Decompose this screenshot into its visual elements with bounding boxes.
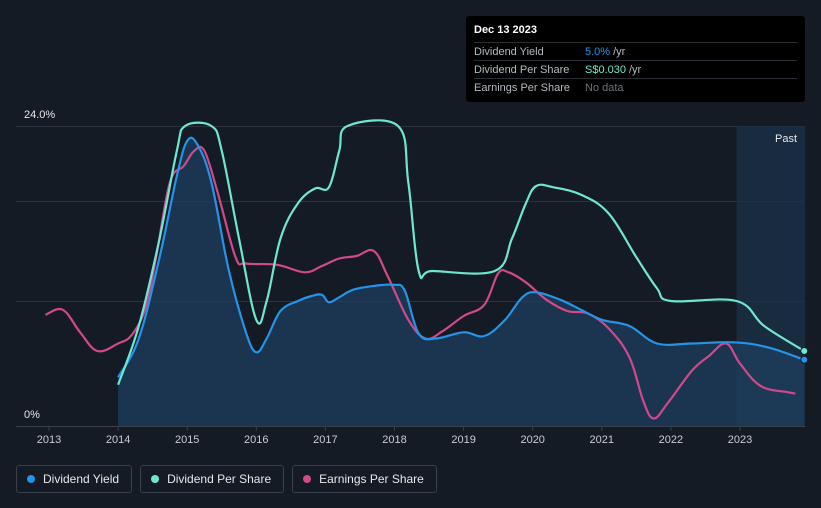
x-tick-label: 2020 — [520, 434, 544, 446]
x-tick-label: 2014 — [106, 434, 130, 446]
x-tick-label: 2015 — [175, 434, 199, 446]
x-tick-label: 2023 — [728, 434, 752, 446]
legend-earnings-per-share[interactable]: Earnings Per Share — [292, 465, 437, 493]
x-tick-label: 2013 — [37, 434, 61, 446]
tooltip: Dec 13 2023 Dividend Yield 5.0% /yr Divi… — [466, 16, 805, 102]
x-tick-label: 2021 — [590, 434, 614, 446]
legend-dot-icon — [151, 475, 160, 483]
x-tick-label: 2017 — [313, 434, 337, 446]
tooltip-value: S$0.030 — [585, 63, 626, 76]
y-tick-label-bottom: 0% — [24, 409, 40, 421]
legend: Dividend Yield Dividend Per Share Earnin… — [16, 465, 437, 493]
legend-label: Earnings Per Share — [319, 472, 424, 486]
legend-label: Dividend Yield — [43, 472, 120, 486]
y-tick-label-top: 24.0% — [24, 109, 55, 121]
x-axis: 2013 2014 2015 2016 2017 2018 2019 2020 2021 2022… — [37, 426, 752, 446]
tooltip-row-dividend-yield: Dividend Yield 5.0% /yr — [474, 42, 797, 60]
legend-dividend-per-share[interactable]: Dividend Per Share — [140, 465, 285, 493]
tooltip-date: Dec 13 2023 — [474, 24, 537, 36]
dividend-yield-end-point — [800, 355, 809, 364]
dividend-yield-area — [118, 137, 805, 426]
past-label: Past — [775, 133, 797, 145]
y-axis-labels: 24.0% 0% — [24, 109, 55, 421]
tooltip-unit: /yr — [613, 45, 626, 58]
x-tick-label: 2016 — [244, 434, 268, 446]
tooltip-label: Dividend Yield — [474, 45, 544, 58]
legend-dividend-yield[interactable]: Dividend Yield — [16, 465, 133, 493]
legend-dot-icon — [303, 475, 312, 483]
tooltip-value: 5.0% — [585, 45, 611, 58]
x-tick-label: 2022 — [659, 434, 683, 446]
tooltip-row-dividend-per-share: Dividend Per Share S$0.030 /yr — [474, 60, 797, 78]
series-end-dots — [800, 347, 809, 364]
dividend-per-share-line — [117, 119, 805, 386]
x-tick-label: 2019 — [451, 434, 475, 446]
tooltip-label: Earnings Per Share — [474, 81, 570, 94]
tooltip-unit: /yr — [628, 63, 642, 76]
tooltip-row-earnings-per-share: Earnings Per Share No data — [474, 78, 797, 96]
dividend-yield-line — [117, 136, 805, 378]
tooltip-label: Dividend Per Share — [474, 63, 570, 76]
dividend-yield-fill — [118, 137, 805, 426]
dividend-per-share-end-point — [800, 347, 809, 355]
tooltip-value: No data — [585, 81, 624, 94]
legend-label: Dividend Per Share — [167, 472, 272, 486]
x-tick-label: 2018 — [382, 434, 406, 446]
series-lines — [45, 119, 805, 420]
legend-dot-icon — [27, 475, 35, 483]
